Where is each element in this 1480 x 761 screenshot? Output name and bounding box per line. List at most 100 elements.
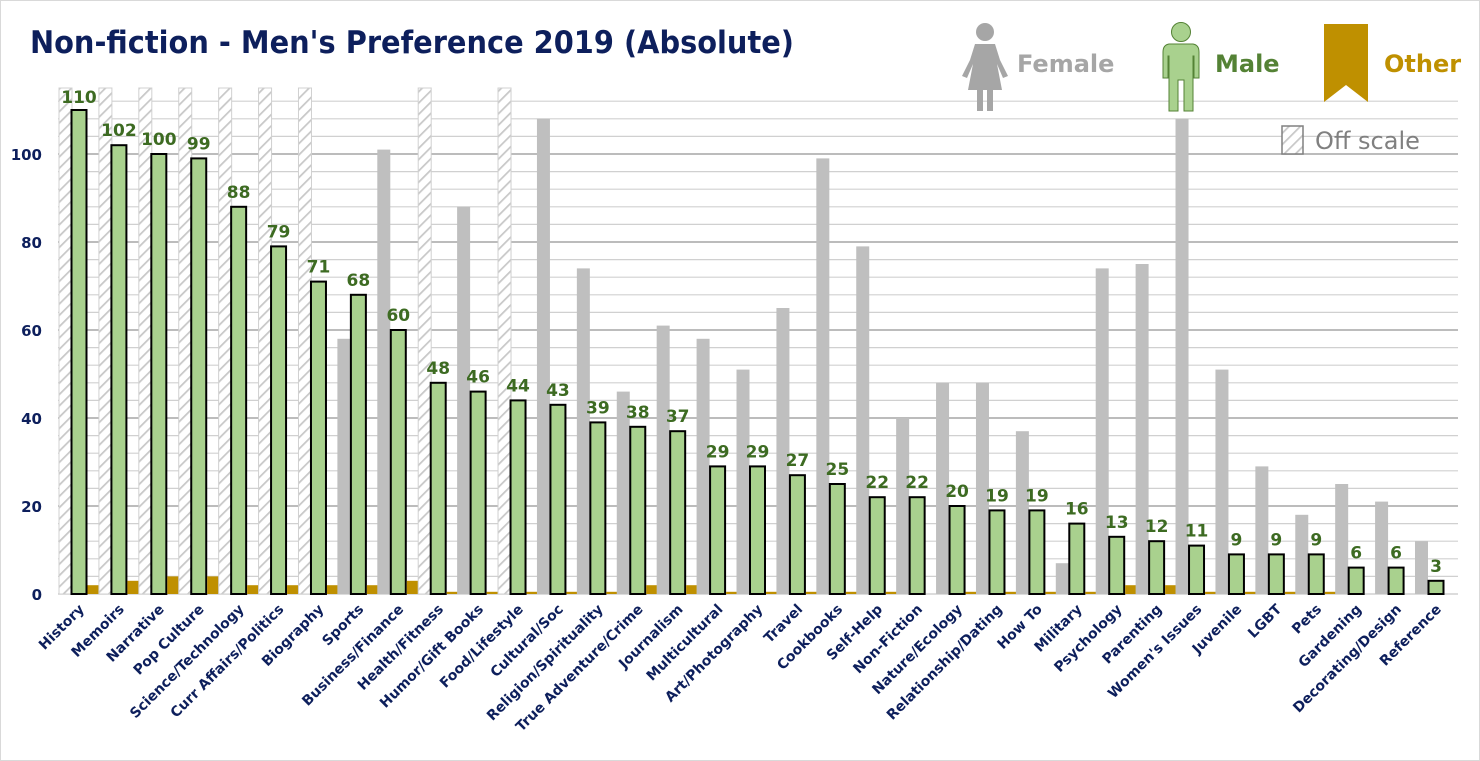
male-data-label: 44 xyxy=(506,376,530,396)
male-bar xyxy=(70,109,88,595)
x-tick-label: Pets xyxy=(1289,602,1325,638)
female-bar xyxy=(1375,501,1389,594)
female-bar xyxy=(1255,466,1269,594)
bookmark-ribbon-icon xyxy=(1324,24,1368,102)
x-tick-label: Non-Fiction xyxy=(850,602,926,678)
male-data-label: 60 xyxy=(386,306,410,326)
legend-offscale-label: Off scale xyxy=(1315,127,1420,155)
other-bar xyxy=(726,591,740,594)
other-bar xyxy=(526,591,540,594)
x-tick-label: Pop Culture xyxy=(131,602,208,679)
legend-male-label: Male xyxy=(1215,50,1280,78)
other-bar xyxy=(446,591,460,594)
male-data-label: 11 xyxy=(1185,522,1209,542)
female-offscale-bar xyxy=(218,87,233,595)
female-bar xyxy=(457,206,471,595)
female-bar xyxy=(936,382,950,594)
female-bar xyxy=(856,246,870,594)
male-bar xyxy=(270,245,288,595)
male-data-label: 99 xyxy=(187,134,211,154)
offscale-hatch-swatch-icon xyxy=(1281,125,1304,155)
other-bar xyxy=(1045,591,1059,594)
other-bar xyxy=(207,576,221,594)
other-bar xyxy=(766,591,779,594)
y-axis: 0 20 40 60 80 100 xyxy=(11,146,42,604)
male-data-label: 22 xyxy=(905,473,929,493)
male-bar xyxy=(749,465,766,595)
female-bar xyxy=(1055,563,1069,594)
female-figure-icon xyxy=(962,23,1008,111)
male-bar xyxy=(1068,522,1086,595)
male-bar xyxy=(709,465,727,595)
other-bar xyxy=(287,585,301,594)
male-bar xyxy=(1387,566,1405,595)
male-bar xyxy=(429,381,447,595)
female-bar xyxy=(1135,264,1149,594)
male-data-label: 29 xyxy=(746,442,770,462)
male-data-label: 48 xyxy=(426,359,450,379)
male-data-label: 6 xyxy=(1350,544,1362,564)
other-bar xyxy=(845,591,859,594)
other-bar xyxy=(566,591,580,594)
female-offscale-bar xyxy=(297,87,312,595)
other-bar xyxy=(1005,591,1019,594)
male-bar xyxy=(1108,535,1126,595)
male-data-label: 9 xyxy=(1231,530,1243,550)
male-data-label: 19 xyxy=(1025,486,1049,506)
other-bar xyxy=(406,580,420,594)
male-bar xyxy=(948,505,966,595)
other-bar xyxy=(606,591,620,594)
male-bar xyxy=(349,293,367,595)
other-bar xyxy=(326,585,340,594)
male-data-label: 38 xyxy=(626,403,650,423)
female-bar xyxy=(576,268,590,594)
other-bar xyxy=(486,591,500,594)
male-bar xyxy=(150,153,168,595)
other-bar xyxy=(646,585,660,594)
other-bar xyxy=(1205,591,1219,594)
male-bar xyxy=(469,390,487,595)
other-bar xyxy=(965,591,979,594)
other-bar xyxy=(366,585,380,594)
male-bar xyxy=(110,144,128,595)
y-tick-label: 60 xyxy=(21,322,42,340)
male-data-label: 19 xyxy=(985,486,1009,506)
male-data-label: 22 xyxy=(865,473,889,493)
female-bar xyxy=(975,382,989,594)
other-bar xyxy=(885,591,899,594)
female-bar xyxy=(1095,268,1109,594)
chart-title: Non-fiction - Men's Preference 2019 (Abs… xyxy=(30,25,794,61)
male-bar xyxy=(309,280,327,595)
male-bar xyxy=(828,483,846,595)
male-bar xyxy=(788,474,806,596)
other-bar xyxy=(1085,591,1099,594)
male-bar xyxy=(908,496,926,596)
female-bar xyxy=(337,338,351,594)
female-bar xyxy=(656,325,670,594)
other-bar xyxy=(127,580,141,594)
female-bar xyxy=(1015,431,1029,594)
y-tick-label: 40 xyxy=(21,410,42,428)
male-data-label: 100 xyxy=(141,130,177,150)
legend xyxy=(962,22,1368,155)
female-bar xyxy=(696,338,710,594)
male-data-label: 9 xyxy=(1310,530,1322,550)
female-bar xyxy=(736,369,750,594)
other-bar xyxy=(686,585,700,594)
male-bar xyxy=(1267,553,1285,596)
male-bar xyxy=(589,421,607,595)
male-data-label: 43 xyxy=(546,381,570,401)
female-offscale-bar xyxy=(138,87,153,595)
y-tick-label: 0 xyxy=(32,586,42,604)
female-bar xyxy=(896,418,910,594)
male-bar xyxy=(230,205,248,596)
other-bar xyxy=(87,585,101,594)
male-data-label: 9 xyxy=(1270,530,1282,550)
male-data-label: 39 xyxy=(586,398,610,418)
male-bar xyxy=(1427,579,1445,595)
male-bar xyxy=(1148,540,1166,596)
other-bar xyxy=(1125,585,1139,594)
male-bar xyxy=(1307,553,1325,596)
male-data-label: 46 xyxy=(466,368,490,388)
